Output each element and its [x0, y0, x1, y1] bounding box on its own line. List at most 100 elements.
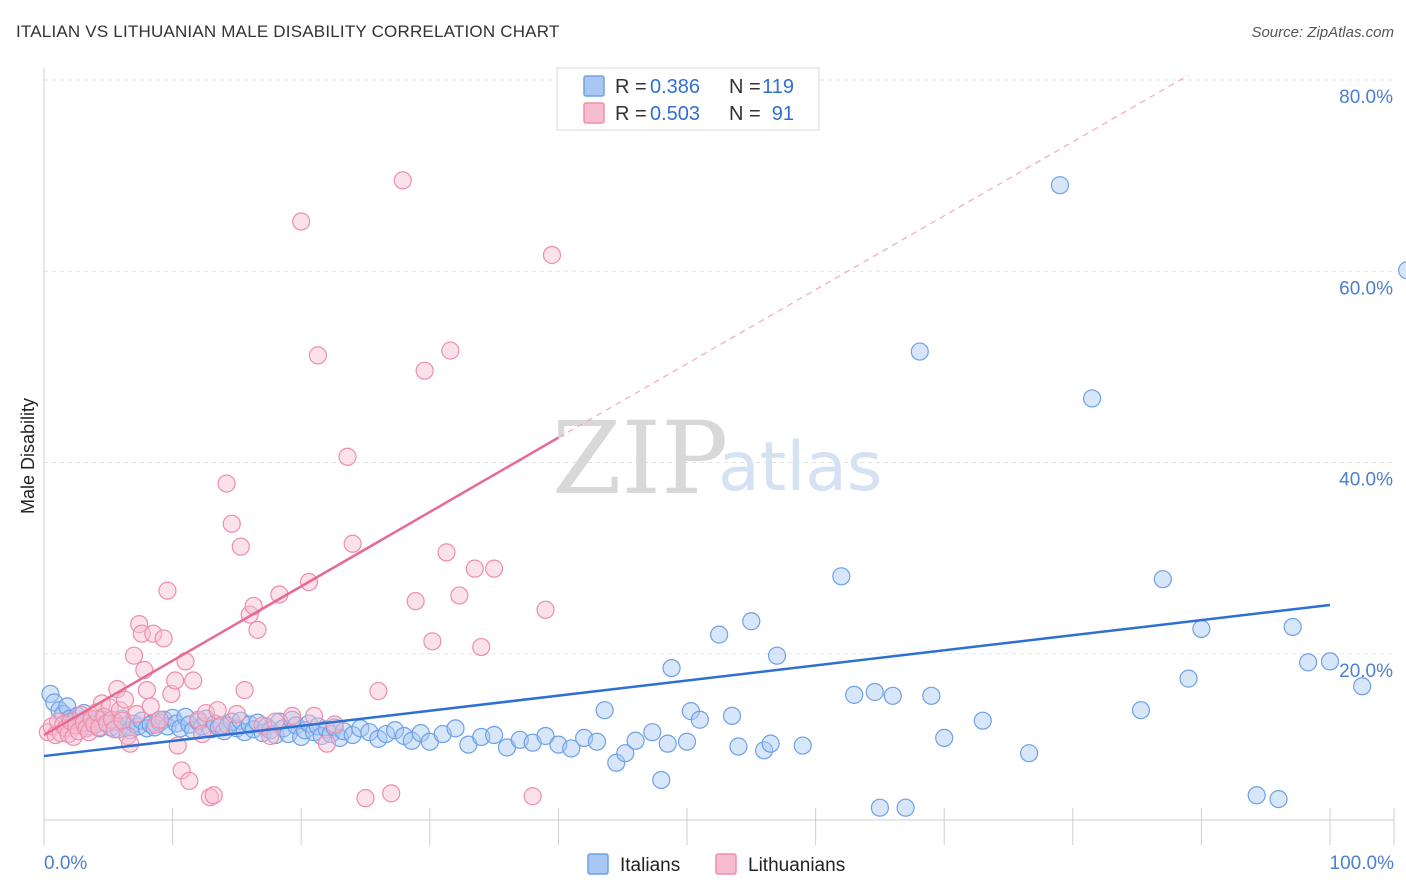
italians-point [742, 612, 761, 631]
legend-swatch-italians [583, 75, 605, 97]
chart-source: Source: ZipAtlas.com [1251, 24, 1394, 41]
lithuanians-point [523, 787, 542, 806]
lithuanians-point [124, 646, 144, 665]
lithuanians-point [227, 704, 246, 724]
legend-n-label-italians: N = [729, 76, 761, 98]
lithuanians-point [162, 684, 181, 704]
legend-swatch-lithuanians [583, 102, 605, 124]
lithuanians-point [141, 697, 160, 716]
lithuanians-point [325, 715, 344, 734]
italians-trend-line [43, 603, 1331, 758]
lithuanians-point [244, 596, 263, 616]
y-tick-labels: 20.0% 40.0% 60.0% 80.0% [1339, 87, 1393, 682]
italians-point [616, 744, 635, 763]
lithuanians-point [144, 624, 163, 643]
italians-point [485, 725, 504, 745]
italians-point [761, 734, 780, 753]
italians-point [722, 706, 742, 726]
lithuanians-point [317, 734, 337, 753]
italians-point [710, 625, 729, 644]
italians-point [1269, 789, 1288, 809]
italians-point [690, 710, 709, 729]
italians-point [662, 658, 681, 678]
legend-n-lithuanians: 91 [772, 103, 794, 125]
legend-r-italians: 0.386 [650, 76, 700, 98]
italians-point [626, 731, 645, 750]
bottom-legend: Italians Lithuanians [587, 853, 845, 876]
bottom-legend-italians: Italians [620, 855, 680, 876]
lithuanians-point [393, 171, 412, 190]
lithuanians-point [217, 474, 236, 493]
gridlines [44, 79, 1394, 655]
italians-point [1019, 744, 1039, 763]
lithuanians-point [472, 637, 491, 657]
italians-point [1082, 389, 1102, 408]
italians-point [883, 686, 902, 705]
bottom-legend-swatch-lithuanians [715, 853, 737, 875]
lithuanians-point [465, 559, 484, 578]
lithuanians-point [338, 447, 357, 466]
lithuanians-point [382, 784, 401, 803]
italians-point [1179, 669, 1198, 688]
lithuanians-point [212, 716, 231, 735]
bottom-legend-swatch-italians [587, 853, 609, 875]
lithuanians-point [406, 592, 425, 611]
italians-point [870, 798, 890, 817]
legend: R = 0.386 N = 119 R = 0.503 N = 91 [556, 67, 820, 131]
lithuanians-point [266, 712, 285, 731]
lithuanians-point [193, 724, 212, 744]
watermark-atlas: atlas [718, 428, 882, 507]
y-tick-label-80: 80.0% [1339, 87, 1393, 108]
italians-point [595, 701, 614, 720]
y-axis-label: Male Disability [18, 398, 38, 514]
lithuanians-point [292, 212, 311, 231]
legend-n-label-lithuanians: N = [729, 103, 761, 125]
italians-point [677, 732, 697, 751]
italians-point [658, 734, 677, 753]
lithuanians-point [542, 245, 562, 265]
lithuanians-point [437, 543, 456, 562]
lithuanians-point [154, 629, 173, 648]
lithuanians-points [38, 171, 562, 808]
italians-point [922, 686, 941, 705]
italians-point [385, 721, 405, 740]
italians-point [1398, 261, 1406, 280]
italians-point [845, 685, 864, 704]
italians-point [536, 726, 555, 746]
lithuanians-point [184, 671, 203, 690]
x-tick-label-min: 0.0% [44, 853, 87, 874]
lithuanians-point [180, 771, 199, 791]
italians-point [832, 567, 851, 586]
italians-point [376, 724, 396, 744]
lithuanians-point [158, 581, 177, 600]
lithuanians-point [536, 600, 555, 619]
italians-point [755, 741, 774, 760]
italians-point [652, 770, 671, 790]
lithuanians-point [231, 537, 250, 556]
watermark-zip: ZIP [552, 400, 728, 517]
italians-point [446, 719, 465, 738]
lithuanians-point [196, 703, 216, 723]
lithuanians-point [150, 710, 169, 729]
italians-point [562, 739, 581, 758]
italians-point [729, 737, 748, 756]
lithuanians-point [369, 681, 388, 701]
italians-point [1192, 619, 1211, 638]
lithuanians-point [137, 680, 156, 700]
lithuanians-point [485, 559, 504, 578]
italians-point [1131, 701, 1151, 720]
italians-point [1153, 570, 1172, 589]
lithuanians-point [127, 704, 146, 724]
lithuanians-point [304, 706, 324, 726]
x-tick-label-max: 100.0% [1330, 853, 1395, 874]
lithuanians-point [166, 671, 185, 690]
legend-n-italians: 119 [762, 76, 794, 98]
lithuanians-point [208, 701, 227, 720]
lithuanians-point [283, 706, 302, 726]
lithuanians-point [235, 680, 254, 700]
lithuanians-point [423, 632, 442, 651]
italians-point [1353, 677, 1372, 696]
italians-point [910, 342, 929, 361]
x-tick-marks [43, 808, 1395, 845]
italians-point [767, 646, 787, 665]
